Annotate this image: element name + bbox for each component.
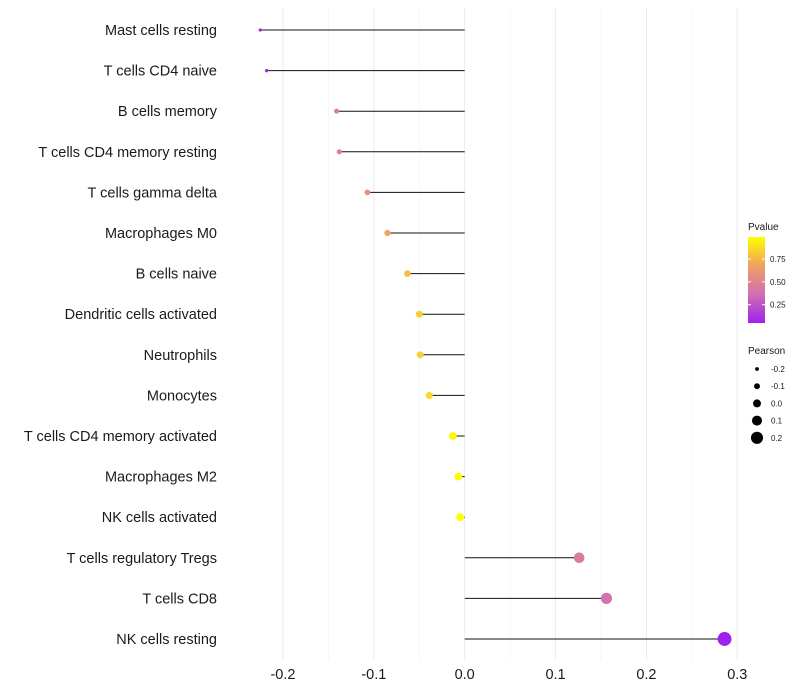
size-legend-items: -0.2 -0.1 0.0 0.1 0.2: [750, 365, 785, 444]
color-legend-ticks: 0.25 0.50 0.75: [748, 255, 786, 310]
category-label: B cells naive: [136, 267, 217, 283]
category-label: T cells gamma delta: [88, 185, 218, 201]
x-tick-label: 0.2: [636, 667, 656, 683]
x-tick-label: 0.3: [727, 667, 747, 683]
category-label: B cells memory: [118, 104, 218, 120]
size-legend-dot: [753, 399, 761, 408]
lollipop-point: [264, 68, 269, 73]
size-legend-dot: [751, 415, 763, 426]
lollipop-point: [364, 189, 371, 196]
category-label: Macrophages M0: [105, 226, 217, 242]
x-tick-label: -0.1: [361, 667, 386, 683]
category-label: T cells CD4 memory resting: [38, 145, 217, 161]
size-legend-dot: [754, 383, 760, 390]
lollipop-point: [449, 432, 457, 440]
color-tick-label: 0.75: [770, 255, 786, 264]
lollipop-point: [334, 108, 340, 114]
legend: Pvalue 0.25 0.50 0.75 Pearson -0.2 -0.1 0.0 0…: [748, 222, 786, 444]
lollipop-point: [600, 592, 613, 605]
lollipop-point: [384, 229, 391, 237]
lollipop-point: [717, 632, 732, 646]
size-legend-title: Pearson: [748, 346, 785, 357]
category-label: T cells CD4 naive: [104, 64, 217, 80]
stem-layer: [260, 29, 725, 640]
x-tick-label: -0.2: [270, 667, 295, 683]
size-legend-dot: [750, 431, 764, 444]
lollipop-point: [404, 270, 411, 277]
lollipop-point: [415, 310, 423, 318]
category-labels: Mast cells resting T cells CD4 naive B cel…: [24, 23, 218, 648]
x-tick-label: 0.0: [455, 667, 475, 683]
color-tick-label: 0.50: [770, 278, 786, 287]
point-layer: [258, 28, 732, 646]
lollipop-point: [573, 552, 585, 564]
color-tick-label: 0.25: [770, 301, 786, 310]
category-label: Dendritic cells activated: [65, 307, 217, 323]
category-label: T cells regulatory Tregs: [67, 551, 217, 567]
category-label: Macrophages M2: [105, 470, 217, 486]
category-label: NK cells activated: [102, 510, 217, 526]
size-legend-label: 0.1: [771, 417, 783, 426]
x-tick-labels: -0.2 -0.1 0.0 0.1 0.2 0.3: [270, 667, 747, 683]
lollipop-point: [258, 28, 262, 32]
lollipop-point: [416, 351, 424, 359]
grid-layer: [282, 8, 738, 660]
lollipop-point: [425, 391, 433, 399]
color-legend-bar: [748, 237, 765, 323]
category-label: Mast cells resting: [105, 23, 217, 39]
size-legend-label: 0.2: [771, 434, 783, 443]
category-label: NK cells resting: [116, 632, 217, 648]
lollipop-point: [336, 149, 342, 155]
category-label: Neutrophils: [144, 348, 217, 364]
x-tick-label: 0.1: [545, 667, 565, 683]
size-legend-dot: [755, 367, 759, 371]
size-legend-label: 0.0: [771, 399, 783, 408]
category-label: T cells CD8: [142, 591, 217, 607]
size-legend-label: -0.2: [771, 365, 785, 374]
size-legend-label: -0.1: [771, 382, 785, 391]
category-label: Monocytes: [147, 388, 217, 404]
color-legend-title: Pvalue: [748, 222, 779, 233]
category-label: T cells CD4 memory activated: [24, 429, 217, 445]
lollipop-point: [454, 472, 463, 481]
lollipop-point: [456, 513, 465, 522]
